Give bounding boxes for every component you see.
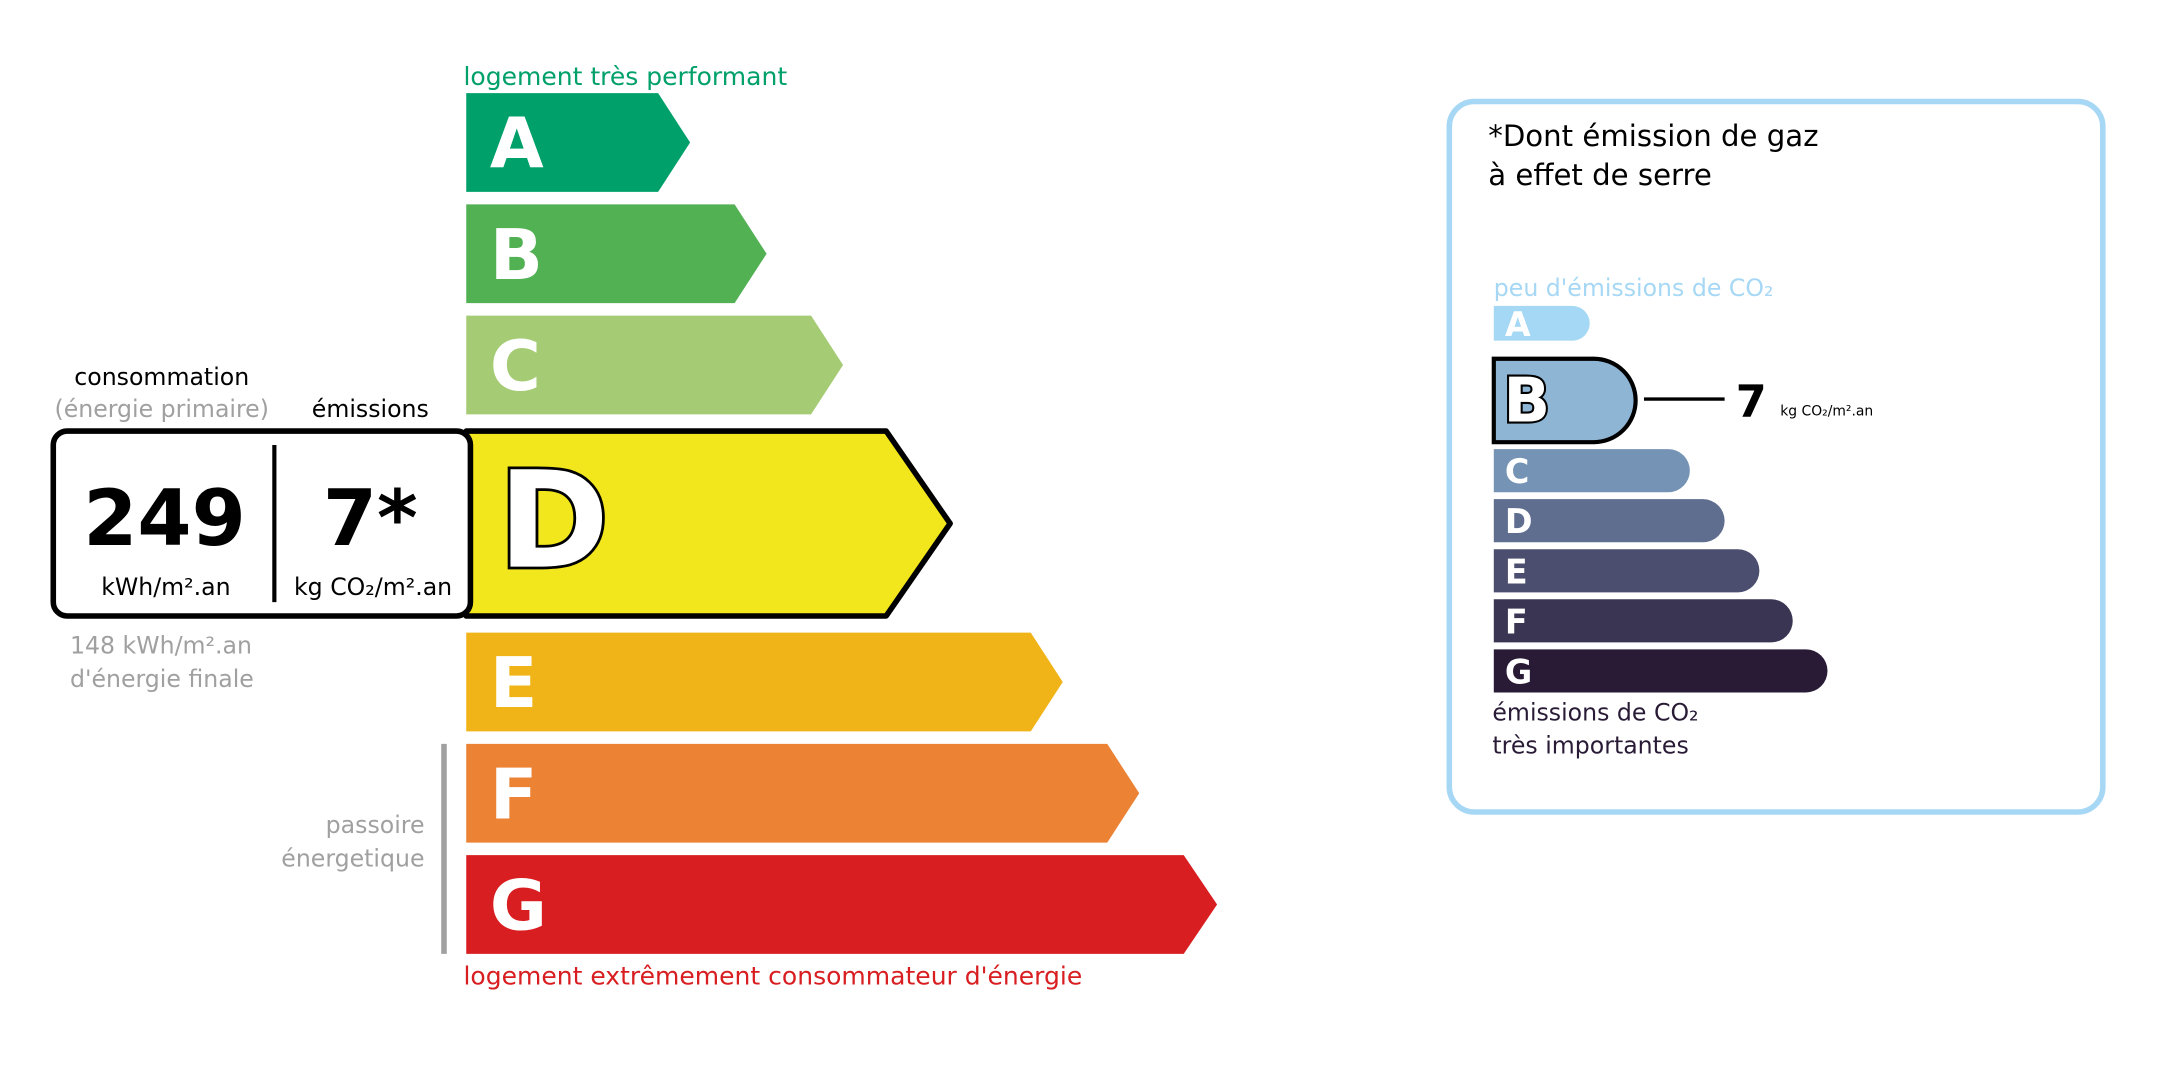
values-box: [50, 428, 474, 619]
ges-class-c-letter: C: [1505, 452, 1529, 491]
ges-unit: kg CO₂/m².an: [1780, 404, 1873, 420]
ges-class-g-letter: G: [1505, 652, 1532, 691]
bottom-label: logement extrêmement consommateur d'éner…: [463, 961, 1082, 990]
passoire-label-2: énergetique: [281, 844, 424, 872]
ges-class-e-letter: E: [1505, 552, 1528, 591]
final-energy-value: 148 kWh/m².an: [70, 632, 252, 660]
ges-class-d-bar: [1493, 499, 1725, 543]
energy-class-g-bar: [466, 855, 1218, 954]
ges-bottom-label-1: émissions de CO₂: [1492, 698, 1698, 726]
passoire-label-1: passoire: [326, 811, 425, 839]
ges-class-f-letter: F: [1505, 602, 1528, 641]
energy-class-a-letter: A: [490, 104, 544, 185]
final-energy-label: d'énergie finale: [70, 665, 254, 693]
ges-class-c-bar: [1493, 449, 1690, 493]
ges-title-2: à effet de serre: [1488, 158, 1712, 192]
consumption-unit: kWh/m².an: [101, 573, 230, 601]
ges-class-g-bar: [1493, 649, 1828, 693]
ges-class-b-bar: [1491, 356, 1638, 445]
ges-class-f-bar: [1493, 599, 1793, 643]
energy-class-c-bar: [466, 315, 844, 415]
ges-class-a-letter: A: [1505, 305, 1531, 344]
ges-top-label: peu d'émissions de CO₂: [1494, 274, 1774, 302]
consumption-value: 249: [83, 474, 246, 564]
energy-class-b-bar: [466, 204, 767, 304]
ges-class-d-letter: D: [1505, 502, 1533, 541]
energy-class-d-letter: D: [498, 444, 609, 599]
energy-class-a-bar: [466, 93, 691, 192]
energy-class-e-letter: E: [490, 643, 538, 724]
emissions-value: 7*: [323, 474, 418, 564]
emissions-unit: kg CO₂/m².an: [294, 573, 452, 601]
energy-class-g-letter: G: [490, 866, 547, 947]
energy-class-f-bar: [466, 743, 1140, 843]
consumption-subheader: (énergie primaire): [55, 395, 269, 423]
ges-class-b-letter: B: [1504, 365, 1551, 436]
energy-class-b-letter: B: [490, 215, 543, 296]
energy-class-c-letter: C: [490, 326, 541, 407]
ges-title-1: *Dont émission de gaz: [1488, 119, 1818, 153]
ges-value: 7: [1736, 377, 1767, 428]
energy-class-e-bar: [466, 632, 1063, 732]
ges-bottom-label-2: très importantes: [1492, 732, 1688, 760]
ges-class-e-bar: [1493, 549, 1760, 593]
emissions-header: émissions: [312, 395, 429, 423]
ges-class-a-bar: [1493, 305, 1590, 341]
top-label: logement très performant: [463, 62, 787, 91]
consumption-header: consommation: [74, 363, 249, 391]
energy-class-f-letter: F: [490, 754, 538, 835]
